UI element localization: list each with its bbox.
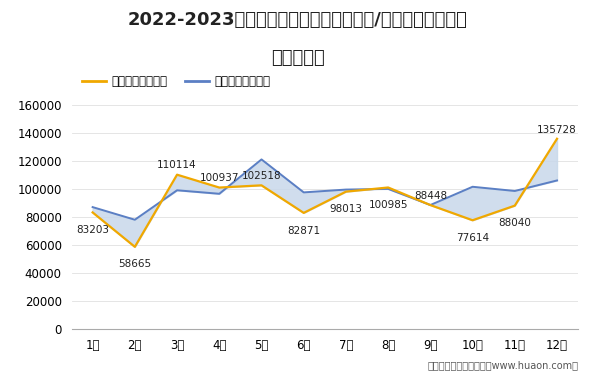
Text: 2022-2023年广州南沙新区（境内目的地/货源地）进、出口: 2022-2023年广州南沙新区（境内目的地/货源地）进、出口 <box>128 11 468 29</box>
Text: 制图：华经产业研究院（www.huaon.com）: 制图：华经产业研究院（www.huaon.com） <box>427 360 578 370</box>
Text: 102518: 102518 <box>242 171 281 181</box>
Text: 100937: 100937 <box>200 173 239 183</box>
Legend: 出口额（万美元）, 进口额（万美元）: 出口额（万美元）, 进口额（万美元） <box>77 70 275 93</box>
Text: 135728: 135728 <box>537 125 577 135</box>
Text: 58665: 58665 <box>118 260 151 269</box>
Text: 110114: 110114 <box>157 160 197 171</box>
Text: 82871: 82871 <box>287 226 320 236</box>
Text: 额月度统计: 额月度统计 <box>271 49 325 67</box>
Text: 77614: 77614 <box>456 233 489 243</box>
Text: 83203: 83203 <box>76 225 109 235</box>
Text: 88040: 88040 <box>498 218 531 228</box>
Text: 100985: 100985 <box>368 200 408 210</box>
Text: 88448: 88448 <box>414 191 447 201</box>
Text: 98013: 98013 <box>330 204 362 214</box>
